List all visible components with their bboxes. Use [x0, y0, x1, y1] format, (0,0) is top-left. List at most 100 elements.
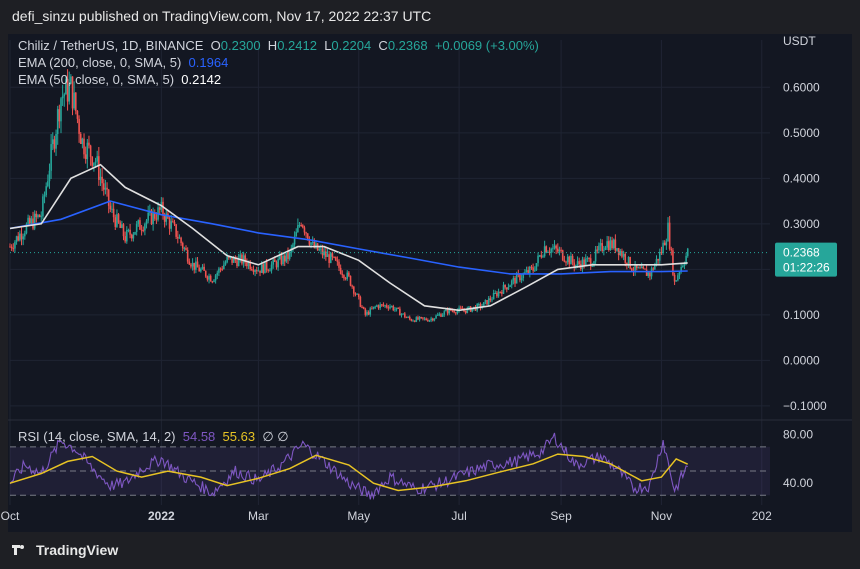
candle-body — [252, 269, 255, 272]
candle-body — [494, 292, 497, 294]
candle-body — [22, 236, 24, 240]
candle-body — [640, 266, 643, 269]
candle-body — [20, 233, 23, 240]
price-tick-label: 0.5000 — [783, 126, 820, 140]
candle-body — [464, 310, 467, 313]
candle-body — [619, 250, 622, 256]
candle-body — [109, 205, 112, 210]
candle-body — [134, 231, 136, 235]
candle-body — [645, 269, 648, 276]
chart-area[interactable] — [8, 34, 852, 532]
candle-body — [75, 92, 77, 111]
candle-body — [525, 270, 528, 273]
candle-body — [94, 161, 97, 163]
candle-body — [584, 258, 587, 266]
candle-body — [505, 287, 508, 290]
candle-body — [658, 252, 661, 261]
candle-body — [662, 242, 664, 253]
candle-body — [631, 268, 633, 272]
candle-body — [591, 265, 594, 267]
rsi-tick-label: 80.00 — [783, 428, 813, 442]
tradingview-logo[interactable]: TradingView — [12, 542, 118, 558]
candle-body — [318, 249, 321, 251]
axes: −0.10000.00000.10000.20000.30000.40000.5… — [1, 34, 852, 523]
candle-body — [561, 250, 564, 261]
candle-body — [42, 196, 44, 217]
candle-body — [40, 216, 43, 218]
candle-body — [458, 307, 460, 311]
price-tick-label: 0.4000 — [783, 171, 820, 185]
candle-body — [680, 266, 682, 272]
candle-body — [362, 307, 365, 309]
candle-body — [675, 280, 678, 282]
low-value: 0.2204 — [331, 38, 372, 53]
x-tick-label: Mar — [248, 509, 269, 523]
candle-body — [175, 224, 177, 237]
open-value: 0.2300 — [220, 38, 261, 53]
candle-body — [142, 229, 145, 231]
candle-body — [264, 261, 266, 274]
candle-body — [53, 139, 56, 149]
candle-body — [165, 213, 168, 222]
candle-body — [660, 252, 663, 254]
candle-body — [556, 248, 559, 252]
price-tick-label: 0.3000 — [783, 217, 820, 231]
candle-body — [583, 259, 585, 266]
candle-body — [678, 271, 681, 276]
candle-body — [497, 291, 500, 297]
low-label: L — [324, 38, 332, 53]
candle-body — [384, 305, 386, 307]
ema200-line — [9, 200, 688, 275]
candle-body — [558, 249, 561, 252]
candle-body — [96, 156, 98, 162]
candle-body — [246, 262, 248, 267]
candle-body — [637, 267, 640, 269]
candle-body — [672, 250, 674, 275]
candle-body — [621, 250, 623, 257]
candle-body — [371, 308, 373, 310]
candle-body — [288, 252, 291, 259]
candle-body — [153, 211, 156, 219]
candle-body — [622, 253, 625, 257]
candle-body — [374, 306, 376, 308]
candle-body — [172, 221, 174, 223]
candle-body — [244, 255, 247, 263]
x-tick-label: May — [347, 509, 370, 523]
candle-body — [170, 221, 173, 229]
candle-body — [654, 264, 656, 270]
candle-body — [540, 255, 543, 258]
candle-body — [81, 138, 84, 144]
candle-body — [99, 176, 102, 180]
candle-body — [533, 270, 536, 272]
candle-body — [155, 218, 158, 220]
candle-body — [119, 222, 122, 228]
candle-body — [198, 267, 200, 272]
candle-body — [303, 227, 306, 233]
candle-body — [496, 292, 498, 297]
candle-body — [440, 314, 442, 317]
candle-body — [152, 211, 154, 225]
rsi-tick-label: 40.00 — [783, 476, 813, 490]
candle-body — [397, 307, 400, 309]
candle-body — [420, 317, 423, 319]
ema50-legend: EMA (50, close, 0, SMA, 5) 0.2142 — [18, 72, 221, 87]
candle-body — [451, 310, 454, 312]
candle-body — [686, 248, 689, 256]
candle-body — [295, 232, 298, 237]
candle-body — [431, 318, 434, 321]
candle-body — [127, 229, 130, 231]
candle-body — [302, 225, 304, 228]
candle-body — [173, 222, 176, 225]
candle-body — [325, 251, 327, 258]
candle-body — [201, 266, 204, 270]
candle-body — [214, 275, 217, 281]
candle-body — [655, 258, 658, 265]
candle-body — [292, 244, 294, 248]
rsi-pane — [9, 432, 770, 501]
candle-body — [185, 247, 187, 250]
candle-body — [501, 292, 503, 294]
candle-body — [527, 270, 529, 274]
candle-body — [413, 320, 416, 322]
candle-body — [229, 257, 232, 259]
